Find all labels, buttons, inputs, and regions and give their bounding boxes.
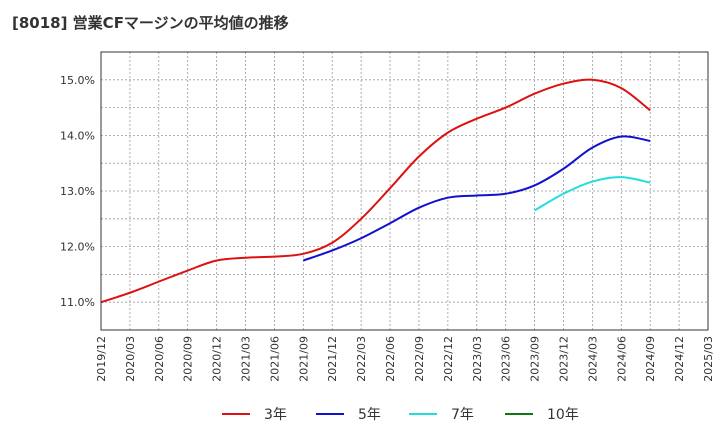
x-tick-label: 2020/03 (124, 336, 137, 382)
x-tick-label: 2020/09 (182, 336, 195, 382)
x-tick-label: 2025/03 (702, 336, 715, 382)
legend-label-3: 10年 (547, 407, 579, 423)
x-tick-label: 2023/06 (500, 336, 513, 382)
series-line-1 (303, 135, 651, 262)
x-tick-label: 2021/03 (240, 336, 253, 382)
legend-label-0: 3年 (264, 407, 287, 423)
y-tick-label: 14.0% (60, 129, 95, 142)
legend-label-2: 7年 (451, 407, 474, 423)
series-line-2 (534, 176, 651, 212)
x-tick-label: 2024/12 (673, 336, 686, 382)
x-tick-label: 2022/06 (384, 336, 397, 382)
series-lines (100, 78, 651, 304)
x-tick-label: 2024/09 (644, 336, 657, 382)
x-tick-label: 2021/06 (268, 336, 281, 382)
legend: 3年 5年 7年 10年 (222, 407, 579, 423)
x-tick-label: 2022/12 (442, 336, 455, 382)
y-tick-label: 15.0% (60, 74, 95, 87)
y-tick-label: 12.0% (60, 241, 95, 254)
x-tick-label: 2019/12 (95, 336, 108, 382)
legend-label-1: 5年 (358, 407, 381, 423)
x-tick-label: 2022/03 (355, 336, 368, 382)
x-tick-label: 2020/12 (211, 336, 224, 382)
plot-area-frame (100, 51, 709, 331)
x-tick-label: 2021/12 (326, 336, 339, 382)
y-tick-label: 13.0% (60, 185, 95, 198)
x-tick-label: 2021/09 (297, 336, 310, 382)
x-tick-label: 2023/12 (557, 336, 570, 382)
x-tick-label: 2020/06 (153, 336, 166, 382)
series-line-0 (100, 78, 651, 304)
chart-title: [8018] 営業CFマージンの平均値の推移 (12, 14, 289, 32)
grid-lines (101, 52, 708, 330)
y-axis-tick-labels: 11.0% 12.0% 13.0% 14.0% 15.0% (60, 74, 95, 309)
x-tick-label: 2023/09 (529, 336, 542, 382)
x-tick-label: 2024/06 (615, 336, 628, 382)
x-tick-label: 2024/03 (586, 336, 599, 382)
x-axis-tick-labels: 2019/12 2020/03 2020/06 2020/09 2020/12 2021/… (95, 336, 715, 382)
x-tick-label: 2023/03 (471, 336, 484, 382)
x-tick-label: 2022/09 (413, 336, 426, 382)
y-tick-label: 11.0% (60, 296, 95, 309)
